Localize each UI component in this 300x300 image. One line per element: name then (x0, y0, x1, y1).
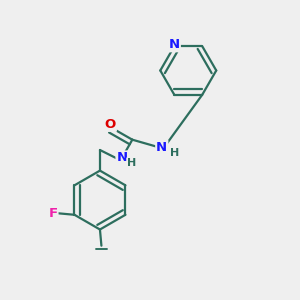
Text: H: H (127, 158, 136, 168)
Text: O: O (105, 118, 116, 131)
Text: N: N (169, 38, 180, 51)
Text: N: N (116, 152, 128, 164)
Text: H: H (170, 148, 179, 158)
Text: N: N (156, 141, 167, 154)
Text: F: F (48, 207, 58, 220)
